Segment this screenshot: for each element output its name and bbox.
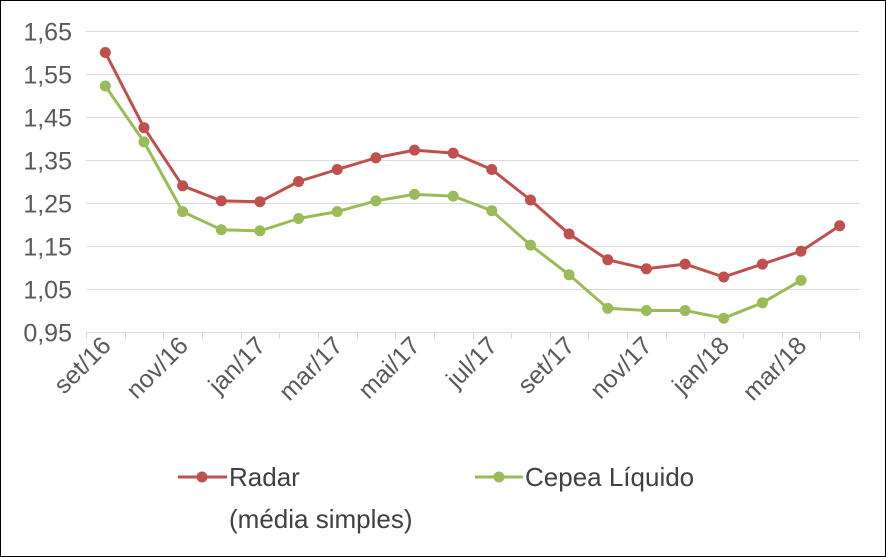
data-point-radar — [718, 271, 730, 283]
data-point-radar — [370, 152, 382, 164]
data-point-radar — [215, 195, 227, 207]
data-point-radar — [331, 164, 343, 175]
series-line-cepea-l-quido — [104, 85, 802, 320]
y-tick-label: 1,55 — [23, 62, 72, 90]
data-point-radar — [177, 180, 189, 192]
y-tick-label: 1,35 — [23, 148, 72, 176]
legend-swatch-cepea-marker — [493, 471, 505, 483]
data-point-radar — [409, 144, 420, 156]
data-point-radar — [756, 258, 768, 270]
gridlines — [86, 31, 860, 339]
data-point-radar — [602, 254, 614, 266]
data-point-radar — [795, 245, 807, 257]
data-point-cepea-l-quido — [486, 205, 498, 217]
data-point-cepea-l-quido — [718, 312, 730, 324]
x-axis-tick-labels: set/16 nov/16 jan/17 mar/17 mai/17 jul/17 set/… — [49, 331, 813, 406]
data-point-cepea-l-quido — [138, 136, 150, 148]
data-point-cepea-l-quido — [99, 80, 111, 92]
legend: Radar (média simples) Cepea Líquido — [178, 462, 694, 534]
x-tick-label: mar/18 — [737, 331, 812, 406]
y-tick-label: 0,95 — [23, 320, 72, 348]
legend-label-radar-line2: (média simples) — [229, 504, 413, 534]
y-tick-label: 1,15 — [23, 234, 72, 262]
data-point-cepea-l-quido — [177, 206, 189, 218]
data-point-cepea-l-quido — [525, 239, 536, 251]
y-tick-label: 1,25 — [23, 191, 72, 219]
data-point-cepea-l-quido — [602, 302, 614, 314]
data-point-cepea-l-quido — [409, 188, 420, 200]
x-tick-label: nov/16 — [121, 331, 194, 404]
data-point-cepea-l-quido — [293, 213, 305, 224]
data-point-cepea-l-quido — [447, 190, 459, 202]
y-axis-tick-labels: 1,65 1,55 1,45 1,35 1,25 1,15 1,05 0,95 — [23, 19, 72, 348]
x-tick-label: jan/17 — [202, 331, 271, 400]
data-point-cepea-l-quido — [640, 305, 652, 316]
x-tick-label: nov/17 — [585, 331, 658, 404]
data-point-cepea-l-quido — [370, 195, 382, 207]
y-tick-label: 1,65 — [23, 19, 72, 47]
data-point-radar — [254, 196, 266, 208]
data-point-radar — [447, 147, 459, 159]
x-tick-label: jul/17 — [440, 331, 503, 394]
legend-swatch-radar-marker — [196, 471, 208, 483]
series-group — [99, 47, 846, 324]
data-point-radar — [525, 194, 536, 206]
data-point-cepea-l-quido — [679, 305, 691, 316]
data-point-radar — [486, 164, 498, 175]
data-point-cepea-l-quido — [756, 297, 768, 309]
x-tick-label: set/17 — [512, 331, 580, 399]
y-tick-label: 1,45 — [23, 105, 72, 133]
data-point-cepea-l-quido — [563, 269, 575, 281]
data-point-cepea-l-quido — [215, 224, 227, 236]
data-point-radar — [834, 220, 846, 232]
series-line-radar — [103, 51, 841, 279]
data-point-radar — [563, 228, 575, 240]
data-point-cepea-l-quido — [254, 225, 266, 237]
x-tick-label: mar/17 — [274, 331, 349, 406]
y-tick-label: 1,05 — [23, 277, 72, 305]
data-point-cepea-l-quido — [795, 274, 807, 286]
data-point-radar — [640, 263, 652, 275]
data-point-cepea-l-quido — [331, 206, 343, 218]
data-point-radar — [679, 258, 691, 270]
legend-label-cepea: Cepea Líquido — [525, 462, 694, 492]
data-point-radar — [293, 176, 305, 187]
legend-label-radar: Radar — [229, 462, 300, 492]
x-tick-label: mai/17 — [353, 331, 426, 404]
x-tick-label: jan/18 — [666, 331, 735, 400]
data-point-radar — [99, 47, 111, 58]
data-point-radar — [138, 122, 150, 134]
